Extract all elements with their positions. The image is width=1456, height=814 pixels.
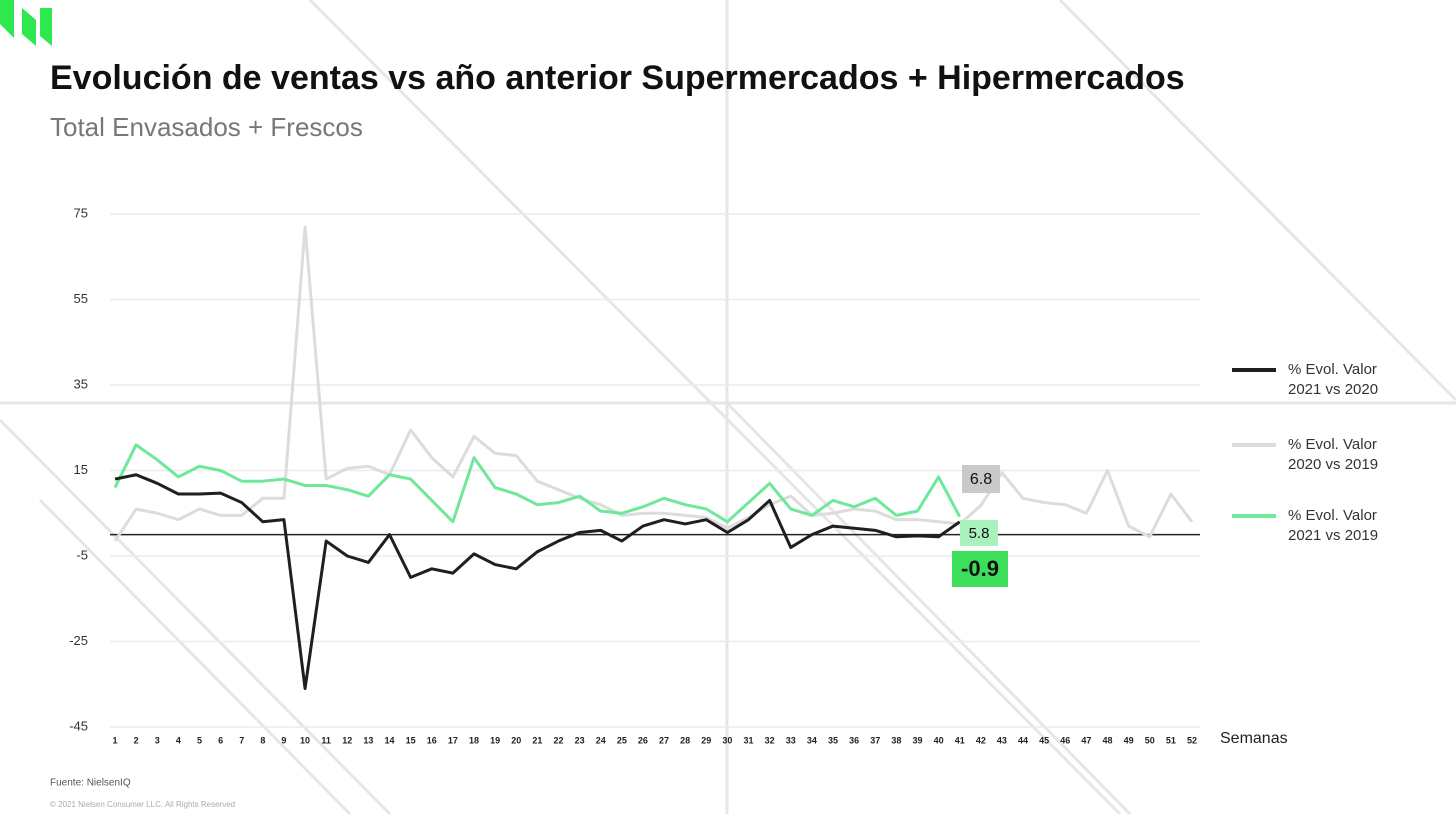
x-tick-label: 50 <box>1145 735 1155 745</box>
x-tick-label: 38 <box>891 735 901 745</box>
annotation-label: 6.8 <box>970 471 992 488</box>
x-tick-label: 43 <box>997 735 1007 745</box>
annotation-label: -0.9 <box>961 556 999 581</box>
legend-label: % Evol. Valor 2021 vs 2020 <box>1288 361 1379 398</box>
copyright: © 2021 Nielsen Consumer LLC. All Rights … <box>50 800 235 809</box>
x-tick-label: 42 <box>976 735 986 745</box>
x-tick-label: 20 <box>511 735 521 745</box>
x-tick-label: 4 <box>176 735 181 745</box>
x-tick-label: 26 <box>638 735 648 745</box>
logo-shape <box>40 8 52 46</box>
x-tick-label: 6 <box>218 735 223 745</box>
logo <box>0 0 52 46</box>
y-tick-label: 75 <box>74 205 88 220</box>
x-tick-label: 47 <box>1081 735 1091 745</box>
watermark-line <box>725 401 1132 814</box>
x-tick-label: 35 <box>828 735 838 745</box>
x-tick-label: 19 <box>490 735 500 745</box>
legend-item: % Evol. Valor 2020 vs 2019 <box>1232 435 1406 475</box>
x-tick-label: 27 <box>659 735 669 745</box>
x-tick-label: 12 <box>342 735 352 745</box>
x-tick-label: 45 <box>1039 735 1049 745</box>
logo-shape <box>22 8 36 46</box>
y-tick-label: 35 <box>74 376 88 391</box>
x-tick-label: 9 <box>281 735 286 745</box>
x-tick-label: 32 <box>765 735 775 745</box>
x-tick-label: 39 <box>912 735 922 745</box>
y-tick-label: -25 <box>69 633 88 648</box>
series-line <box>113 225 1194 542</box>
x-tick-label: 30 <box>722 735 732 745</box>
x-tick-label: 3 <box>155 735 160 745</box>
legend-label: % Evol. Valor 2020 vs 2019 <box>1288 436 1379 473</box>
legend-item: % Evol. Valor 2021 vs 2020 <box>1232 360 1406 400</box>
y-tick-label: -45 <box>69 718 88 733</box>
x-tick-label: 31 <box>744 735 754 745</box>
series-line <box>114 473 961 691</box>
annotation-box <box>962 465 1000 493</box>
y-tick-label: -5 <box>76 547 88 562</box>
x-tick-label: 22 <box>553 735 563 745</box>
x-tick-label: 23 <box>575 735 585 745</box>
legend-swatch <box>1232 514 1276 518</box>
series-line <box>113 443 962 524</box>
x-tick-label: 24 <box>596 735 606 745</box>
x-tick-label: 34 <box>807 735 817 745</box>
legend-label: % Evol. Valor 2021 vs 2019 <box>1288 507 1379 544</box>
x-tick-label: 29 <box>701 735 711 745</box>
y-tick-label: 15 <box>74 462 88 477</box>
x-tick-label: 37 <box>870 735 880 745</box>
watermark-line <box>308 0 1122 814</box>
x-tick-label: 11 <box>321 735 331 745</box>
x-tick-label: 41 <box>955 735 965 745</box>
watermark-line <box>38 498 352 814</box>
legend-swatch <box>1232 368 1276 372</box>
annotation-box <box>952 551 1008 587</box>
x-tick-label: 1 <box>112 735 117 745</box>
x-tick-label: 33 <box>786 735 796 745</box>
source: Fuente: NielsenIQ <box>50 778 131 789</box>
x-tick-label: 17 <box>448 735 458 745</box>
watermark-line <box>1058 0 1456 402</box>
annotation-label: 5.8 <box>969 525 990 542</box>
x-axis-label: Semanas <box>1220 730 1288 747</box>
x-tick-label: 16 <box>427 735 437 745</box>
y-tick-label: 55 <box>74 291 88 306</box>
watermark-line <box>0 418 392 814</box>
x-tick-label: 25 <box>617 735 627 745</box>
x-tick-label: 48 <box>1103 735 1113 745</box>
x-tick-label: 10 <box>300 735 310 745</box>
x-tick-label: 44 <box>1018 735 1028 745</box>
x-tick-label: 15 <box>406 735 416 745</box>
logo-shape <box>0 0 14 38</box>
x-tick-label: 13 <box>363 735 373 745</box>
x-tick-label: 5 <box>197 735 202 745</box>
legend-swatch <box>1232 443 1276 447</box>
x-tick-label: 40 <box>934 735 944 745</box>
x-tick-label: 46 <box>1060 735 1070 745</box>
x-tick-label: 2 <box>134 735 139 745</box>
x-tick-label: 51 <box>1166 735 1176 745</box>
chart-subtitle: Total Envasados + Frescos <box>50 112 363 142</box>
annotation-box <box>960 520 998 546</box>
x-tick-label: 7 <box>239 735 244 745</box>
x-tick-label: 18 <box>469 735 479 745</box>
chart-title: Evolución de ventas vs año anterior Supe… <box>50 59 1185 97</box>
x-tick-label: 14 <box>385 735 395 745</box>
x-tick-label: 52 <box>1187 735 1197 745</box>
legend-item: % Evol. Valor 2021 vs 2019 <box>1232 506 1406 546</box>
x-tick-label: 28 <box>680 735 690 745</box>
x-tick-label: 21 <box>532 735 542 745</box>
x-tick-label: 36 <box>849 735 859 745</box>
x-tick-label: 49 <box>1124 735 1134 745</box>
x-tick-label: 8 <box>260 735 265 745</box>
